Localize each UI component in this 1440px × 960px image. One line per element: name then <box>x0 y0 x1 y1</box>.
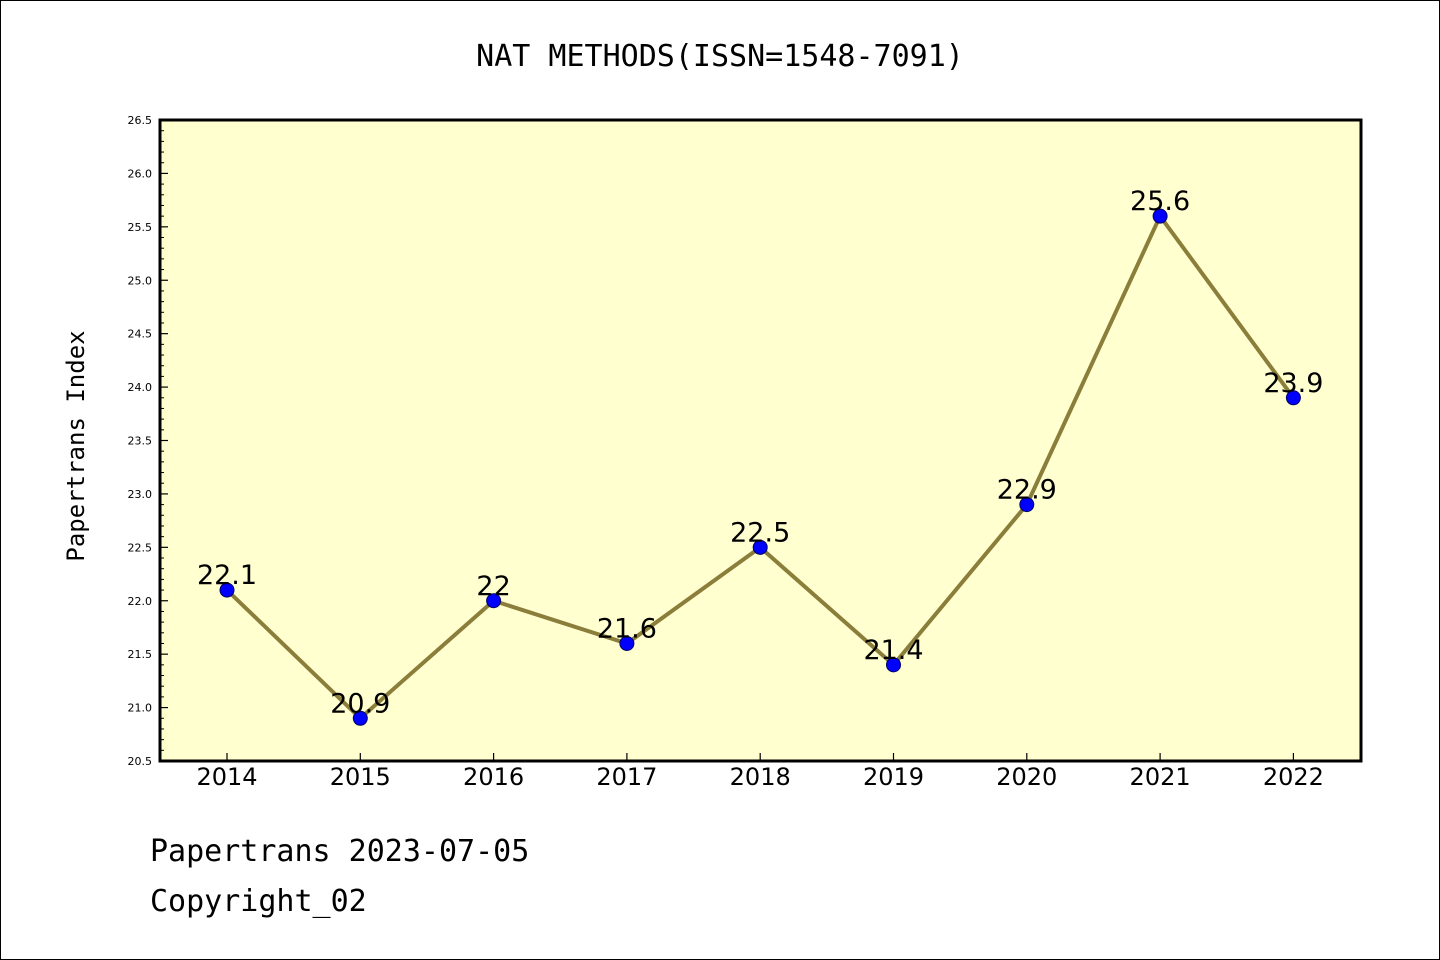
data-labels-group: 22.1 20.9 22 21.6 22.5 21.4 22.9 25.6 23.9 <box>197 186 1324 719</box>
y-tick-label: 20.5 <box>128 755 153 768</box>
y-tick-label: 22.5 <box>128 541 153 554</box>
x-tick-label: 2022 <box>1263 763 1324 791</box>
data-label: 21.4 <box>863 635 923 666</box>
x-tick-label: 2018 <box>730 763 791 791</box>
y-axis-label: Papertrans Index <box>62 330 90 561</box>
data-label: 20.9 <box>330 688 390 719</box>
y-tick-label: 21.0 <box>128 702 153 715</box>
x-tick-label: 2019 <box>863 763 924 791</box>
data-point-marker <box>486 593 502 609</box>
y-tick-label: 26.0 <box>128 167 153 180</box>
plot-area <box>158 118 1363 763</box>
x-tick-label: 2016 <box>463 763 524 791</box>
data-label: 21.6 <box>597 613 657 644</box>
y-tick-label: 22.0 <box>128 595 153 608</box>
data-point-marker <box>1285 390 1301 406</box>
chart-title: NAT METHODS(ISSN=1548-7091) <box>476 39 964 74</box>
y-tick-label: 24.0 <box>128 381 153 394</box>
x-tick-label: 2015 <box>330 763 391 791</box>
y-tick-label: 24.5 <box>128 328 153 341</box>
footer-copyright-text: Copyright_02 <box>150 884 367 919</box>
y-tick-label: 23.0 <box>128 488 153 501</box>
x-tick-label: 2020 <box>996 763 1057 791</box>
y-tick-label: 25.5 <box>128 221 153 234</box>
data-label: 22.9 <box>997 475 1057 506</box>
x-tick-label: 2017 <box>596 763 657 791</box>
series-group <box>219 208 1301 726</box>
footer-date-text: Papertrans 2023-07-05 <box>150 834 530 869</box>
y-tick-label: 25.0 <box>128 274 153 287</box>
y-axis: 20.5 21.0 21.5 22.0 22.5 23.0 23.5 24.0 24.5 25.0… <box>128 114 168 768</box>
y-tick-label: 21.5 <box>128 648 153 661</box>
data-point-marker <box>752 539 768 555</box>
x-tick-label: 2014 <box>196 763 257 791</box>
x-tick-label: 2021 <box>1130 763 1191 791</box>
y-tick-label: 23.5 <box>128 435 153 448</box>
data-point-marker <box>886 657 901 673</box>
y-tick-label: 26.5 <box>128 114 153 127</box>
data-point-marker <box>619 635 635 651</box>
data-label: 25.6 <box>1130 186 1190 217</box>
data-point-marker <box>352 710 368 726</box>
data-label: 23.9 <box>1263 368 1323 399</box>
data-label: 22.1 <box>197 560 257 591</box>
data-point-marker <box>219 582 235 598</box>
data-label: 22.5 <box>730 517 790 548</box>
data-label: 22 <box>476 571 510 602</box>
data-point-marker <box>1152 208 1168 224</box>
data-point-marker <box>1019 497 1035 513</box>
x-axis: 2014 2015 2016 2017 2018 2019 2020 2021 2022 <box>196 753 1324 791</box>
